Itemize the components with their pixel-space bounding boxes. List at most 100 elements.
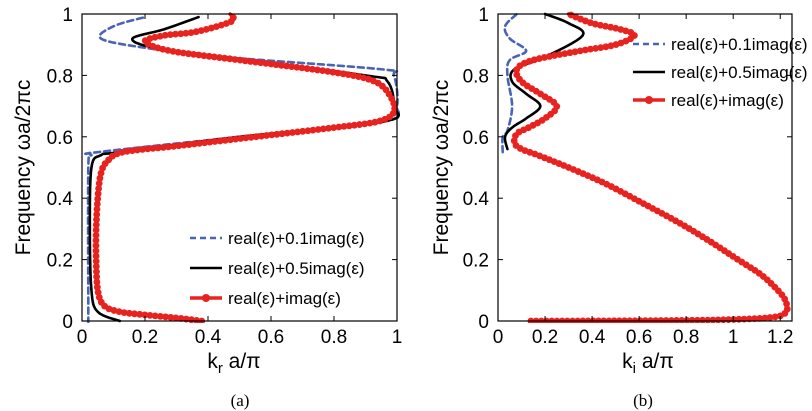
legend-label-1: real(ε)+0.1imag(ε) (228, 229, 365, 248)
series-marker (595, 317, 602, 323)
series-marker (612, 24, 620, 32)
legend-marker (202, 294, 210, 302)
legend-label-1: real(ε)+0.1imag(ε) (671, 35, 808, 54)
series-marker (329, 68, 337, 76)
series-marker (535, 55, 543, 62)
series-marker (237, 135, 245, 142)
series-marker (94, 195, 102, 203)
series-marker (272, 61, 280, 69)
series-marker (278, 130, 286, 138)
series-marker (128, 147, 136, 155)
series-marker (605, 317, 613, 323)
series-marker (288, 63, 296, 70)
series-marker (268, 131, 276, 139)
series-marker (95, 185, 103, 192)
series-marker (210, 53, 218, 61)
x-tick-label: 1 (392, 327, 403, 348)
series-marker (120, 309, 128, 316)
x-axis-label-main: k (622, 350, 633, 373)
series-marker (546, 53, 553, 60)
y-tick-label: 0.8 (47, 66, 73, 87)
x-tick-label: 0 (77, 327, 88, 348)
series-marker (125, 309, 133, 317)
series-marker (169, 47, 177, 55)
x-axis-label: kr a/π (207, 350, 260, 377)
series-marker (252, 133, 260, 141)
x-axis-label-subscript: i (633, 360, 636, 377)
series-marker (615, 317, 623, 323)
y-tick-label: 0 (62, 312, 73, 333)
series-marker (93, 268, 100, 276)
x-tick-label: 0 (493, 327, 504, 348)
series-marker (309, 126, 317, 134)
series-marker (576, 47, 584, 55)
x-tick-label: 1 (728, 327, 739, 348)
x-tick-label: 0.6 (258, 327, 284, 348)
series-marker (335, 123, 343, 131)
x-tick-label: 0.8 (321, 327, 347, 348)
series-marker (366, 119, 374, 127)
series-marker (201, 139, 208, 147)
y-tick-label: 0.4 (47, 189, 74, 210)
series-marker (177, 315, 185, 322)
legend-label-2: real(ε)+0.5imag(ε) (228, 259, 365, 278)
series-marker (166, 31, 174, 38)
series-marker (288, 129, 296, 136)
series-marker (298, 64, 306, 72)
series-marker (136, 310, 144, 318)
legend-label-3: real(ε)+imag(ε) (228, 289, 341, 308)
series-marker (131, 310, 138, 318)
series-marker (527, 317, 535, 323)
series-marker (513, 71, 521, 79)
series-marker (602, 22, 609, 30)
x-tick-label: 0.4 (579, 327, 606, 348)
series-marker (205, 52, 213, 60)
y-tick-label: 1 (62, 5, 73, 26)
series-group (84, 12, 400, 323)
plot-frame (81, 13, 398, 322)
series-marker (361, 120, 369, 128)
series-marker (221, 54, 229, 62)
series-marker (308, 65, 316, 73)
series-marker (355, 73, 362, 80)
series-marker (314, 66, 321, 74)
series-marker (187, 29, 195, 36)
y-axis-label: Frequency ωa/2πc (430, 80, 453, 256)
series-marker (334, 69, 342, 77)
series-marker (303, 65, 311, 72)
x-tick-label: 0.4 (195, 327, 222, 348)
x-tick-label: 1.2 (767, 327, 793, 348)
plot-frame (497, 13, 793, 322)
series-marker (267, 60, 275, 68)
x-axis-label-subscript: r (218, 360, 223, 377)
series-marker (766, 314, 774, 321)
series-marker (532, 317, 540, 323)
series-line-2 (503, 12, 585, 151)
series-marker (314, 126, 322, 133)
x-tick-label: 0.8 (673, 327, 699, 348)
series-marker (94, 190, 102, 198)
series-marker (123, 147, 131, 155)
y-tick-label: 0.4 (463, 189, 490, 210)
series-marker (231, 56, 239, 63)
series-marker (154, 144, 162, 152)
series-marker (579, 317, 587, 323)
series-marker (165, 143, 172, 151)
y-tick-label: 1 (478, 5, 489, 26)
series-marker (221, 136, 229, 144)
y-tick-label: 0.6 (463, 128, 489, 149)
series-marker (283, 62, 290, 70)
series-marker (330, 124, 338, 132)
series-marker (92, 237, 100, 244)
series-marker (569, 317, 576, 323)
series-marker (571, 48, 579, 56)
series-marker (581, 46, 589, 54)
series-marker (216, 54, 223, 61)
series-marker (252, 58, 259, 66)
legend: real(ε)+0.1imag(ε) real(ε)+0.5imag(ε) real… (190, 229, 365, 308)
series-marker (771, 313, 779, 321)
series-marker (566, 49, 574, 57)
series-marker (211, 138, 219, 145)
series-marker (340, 122, 348, 130)
